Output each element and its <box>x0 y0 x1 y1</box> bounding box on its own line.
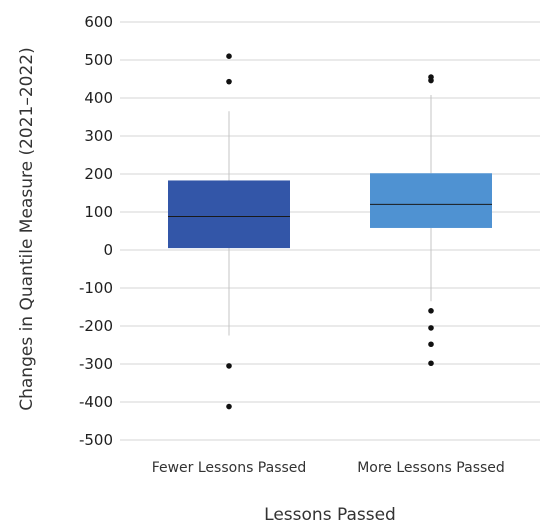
boxes-layer <box>168 53 492 410</box>
box-rect <box>168 180 290 249</box>
y-tick-label: -300 <box>79 355 113 373</box>
y-tick-label: 0 <box>103 241 113 259</box>
y-tick-label: 100 <box>84 203 113 221</box>
outlier-point <box>226 78 232 85</box>
y-axis-title: Changes in Quantile Measure (2021–2022) <box>17 47 37 411</box>
y-tick-label: 200 <box>84 165 113 183</box>
outlier-point <box>428 77 434 84</box>
box-group <box>168 53 290 410</box>
y-tick-label: -400 <box>79 393 113 411</box>
outlier-point <box>428 308 434 314</box>
x-axis-title: Lessons Passed <box>264 505 396 525</box>
y-tick-label: 500 <box>84 51 113 69</box>
x-category-label: More Lessons Passed <box>357 460 505 476</box>
box-group <box>370 74 492 367</box>
x-axis-categories: Fewer Lessons Passed More Lessons Passed <box>152 460 505 476</box>
y-axis-ticks: 600 500 400 300 200 100 0 -100 -200 -300 -400 -500 <box>79 13 113 449</box>
outlier-point <box>226 53 232 59</box>
y-tick-label: -200 <box>79 317 113 335</box>
y-tick-label: 300 <box>84 127 113 145</box>
outlier-point <box>428 325 434 331</box>
y-tick-label: -100 <box>79 279 113 297</box>
y-tick-label: 600 <box>84 13 113 31</box>
box-rect <box>370 173 492 228</box>
outlier-point <box>428 341 434 348</box>
y-tick-label: -500 <box>79 431 113 449</box>
outlier-point <box>226 363 232 369</box>
x-category-label: Fewer Lessons Passed <box>152 460 307 476</box>
y-tick-label: 400 <box>84 89 113 107</box>
outlier-point <box>226 403 232 410</box>
outlier-point <box>428 360 434 367</box>
